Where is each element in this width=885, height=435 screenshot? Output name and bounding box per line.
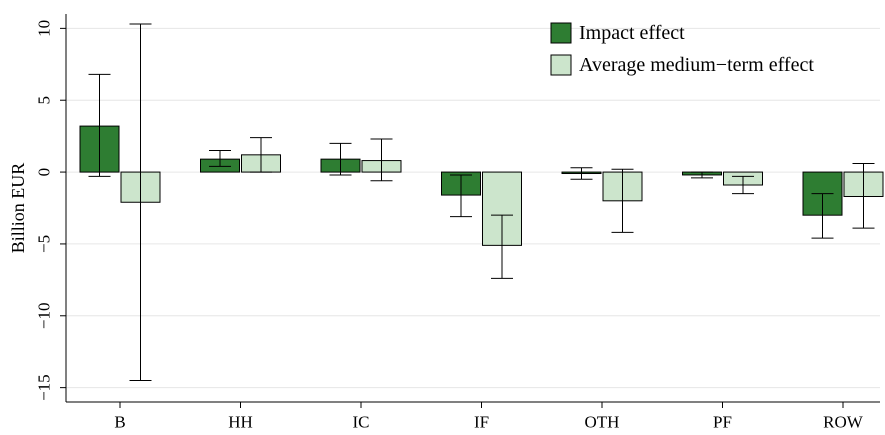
legend-swatch-medium-term [550, 54, 572, 76]
x-tick-label: IC [353, 413, 370, 431]
legend: Impact effect Average medium−term effect [550, 22, 814, 76]
error-bars [88, 23, 875, 381]
axes [65, 14, 880, 403]
y-tick-label: 10 [35, 20, 54, 37]
y-tick-label: 0 [35, 168, 54, 177]
x-tick-label: B [114, 413, 125, 431]
y-axis-title: Billion EUR [8, 163, 28, 254]
y-tick-label: −5 [35, 235, 54, 253]
legend-swatch-impact [550, 22, 572, 44]
bars [79, 125, 884, 246]
y-tick-label: −15 [35, 374, 54, 401]
x-tick-label: HH [228, 413, 253, 431]
y-tick-label: −10 [35, 302, 54, 329]
x-tick-label: ROW [823, 413, 864, 431]
x-tick-label: IF [474, 413, 489, 431]
x-tick-label: OTH [585, 413, 620, 431]
ticks: 10 5 0 −5 −10 −15 B HH IC IF OTH PF ROW [35, 20, 864, 432]
x-tick-label: PF [713, 413, 732, 431]
legend-label-medium-term: Average medium−term effect [579, 54, 814, 76]
gridlines [66, 27, 880, 389]
y-tick-label: 5 [35, 96, 54, 105]
legend-label-impact: Impact effect [579, 22, 685, 44]
